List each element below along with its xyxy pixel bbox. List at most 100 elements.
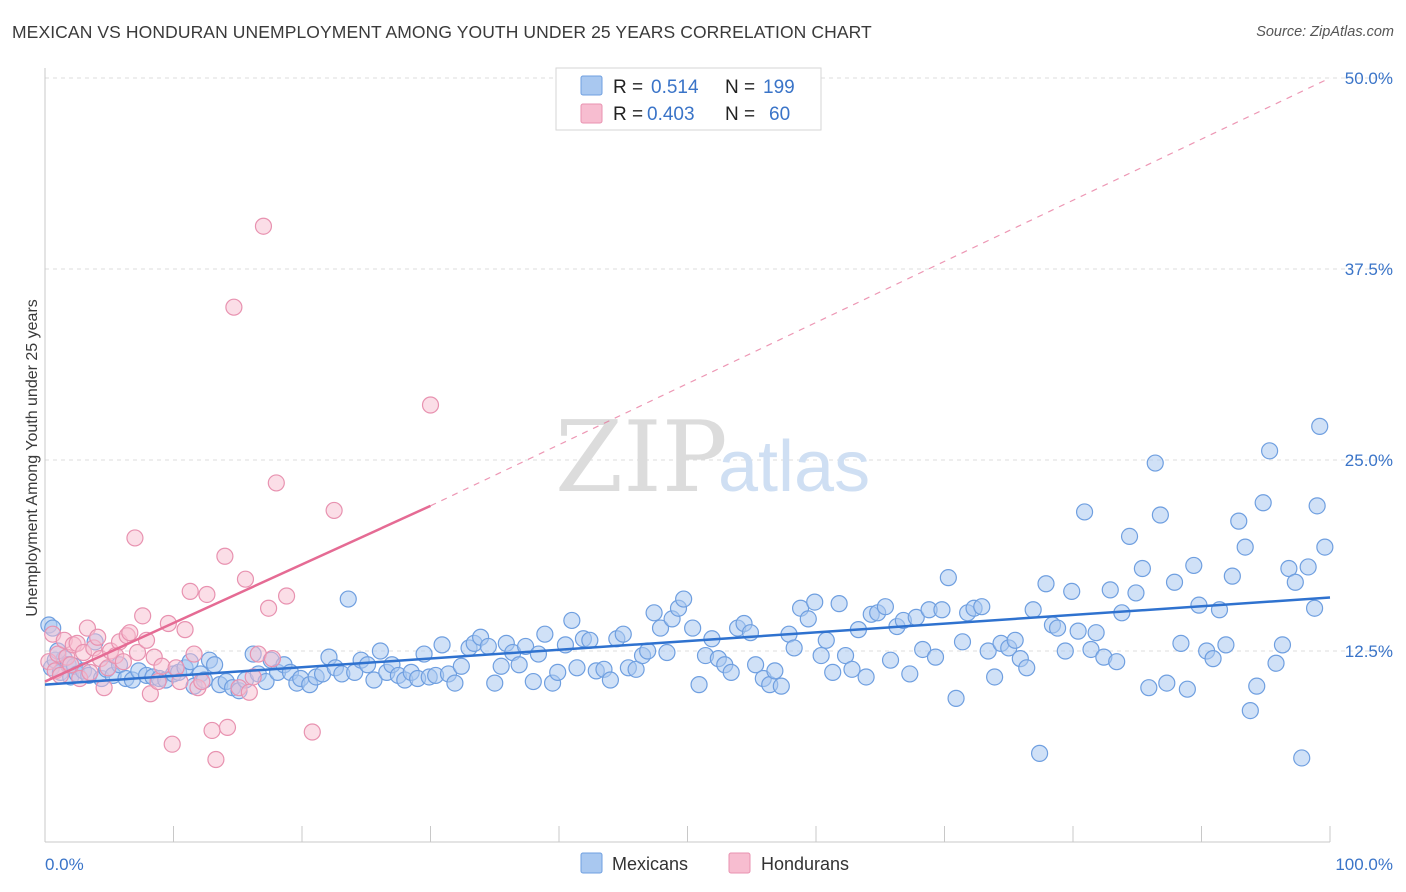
- legend-r-value-mexicans: 0.514: [651, 77, 699, 98]
- mexicans-point: [446, 674, 464, 692]
- mexicans-point: [973, 598, 991, 616]
- mexicans-point: [1204, 650, 1222, 668]
- legend-bottom-swatch-mexicans: [580, 852, 603, 874]
- hondurans-point: [203, 721, 221, 740]
- mexicans-point: [568, 659, 586, 677]
- hondurans-point: [141, 685, 159, 703]
- mexicans-point: [1308, 497, 1326, 515]
- y-tick-label: 37.5%: [1345, 260, 1393, 279]
- mexicans-point: [684, 619, 702, 637]
- mexicans-point: [926, 648, 945, 666]
- mexicans-point: [452, 657, 470, 675]
- mexicans-point: [722, 663, 740, 681]
- hondurans-point: [89, 628, 107, 646]
- hondurans-point: [163, 735, 181, 753]
- mexicans-point: [675, 590, 693, 608]
- hondurans-point: [254, 217, 273, 235]
- legend-r-label-hondurans: R =: [613, 104, 643, 125]
- hondurans-point: [303, 723, 321, 741]
- mexicans-point: [766, 662, 784, 680]
- hondurans-points: [40, 217, 440, 769]
- mexicans-point: [1248, 677, 1266, 695]
- hondurans-trend-extension: [430, 77, 1331, 507]
- mexicans-point: [1280, 559, 1298, 578]
- hondurans-point: [263, 650, 282, 668]
- mexicans-trend-line: [44, 596, 1331, 686]
- hondurans-point: [277, 587, 296, 605]
- mexicans-point: [365, 671, 383, 689]
- hondurans-point: [176, 621, 194, 639]
- mexicans-point: [1223, 567, 1241, 585]
- x-tick-labels: 0.0% 100.0%: [45, 855, 1393, 874]
- mexicans-point: [1063, 582, 1081, 601]
- hondurans-point: [126, 529, 144, 547]
- mexicans-point: [1311, 417, 1329, 435]
- mexicans-point: [953, 633, 972, 651]
- y-tick-labels: 12.5% 25.0% 37.5% 50.0%: [1345, 69, 1393, 661]
- mexicans-point: [939, 569, 957, 587]
- y-tick-label: 50.0%: [1345, 69, 1393, 88]
- mexicans-point: [799, 610, 817, 628]
- legend-bottom-swatch-hondurans: [728, 852, 751, 874]
- x-tick-label: 100.0%: [1335, 855, 1393, 874]
- mexicans-point: [614, 625, 632, 643]
- source-label: Source: ZipAtlas.com: [1256, 24, 1394, 40]
- mexicans-point: [1087, 624, 1105, 642]
- mexicans-point: [1048, 619, 1067, 637]
- legend-n-value-hondurans: 60: [769, 104, 790, 125]
- mexicans-point: [1293, 749, 1311, 767]
- mexicans-point: [206, 656, 224, 674]
- mexicans-point: [510, 656, 528, 674]
- hondurans-point: [81, 663, 99, 681]
- legend-n-label-mexicans: N =: [725, 77, 755, 98]
- mexicans-point: [1146, 454, 1164, 472]
- mexicans-point: [433, 636, 451, 654]
- legend-swatch-hondurans: [580, 103, 603, 124]
- mexicans-point: [947, 689, 965, 707]
- mexicans-point: [1230, 512, 1248, 530]
- hondurans-point: [240, 683, 258, 701]
- trend-lines: [44, 77, 1331, 686]
- hondurans-point: [114, 653, 132, 671]
- mexicans-point: [1075, 503, 1094, 521]
- hondurans-point: [216, 547, 234, 565]
- watermark-zip: ZIP: [555, 401, 728, 515]
- mexicans-point: [785, 639, 803, 657]
- mexicans-point: [817, 631, 835, 649]
- legend-n-value-mexicans: 199: [763, 77, 795, 98]
- mexicans-point: [658, 643, 676, 662]
- mexicans-point: [358, 656, 377, 674]
- legend-n-label-hondurans: N =: [725, 104, 755, 125]
- mexicans-point: [1140, 679, 1158, 697]
- mexicans-point: [1273, 636, 1292, 654]
- mexicans-point: [581, 631, 599, 649]
- mexicans-point: [690, 676, 708, 694]
- hondurans-point: [99, 659, 117, 677]
- mexicans-point: [843, 660, 861, 678]
- watermark-atlas: atlas: [718, 427, 870, 507]
- mexicans-point: [836, 646, 855, 665]
- mexicans-point: [1018, 659, 1036, 677]
- mexicans-point: [806, 593, 824, 611]
- hondurans-point: [207, 750, 225, 769]
- mexicans-point: [1236, 538, 1254, 556]
- hondurans-point: [193, 672, 211, 691]
- mexicans-point: [979, 642, 997, 660]
- mexicans-point: [1261, 442, 1279, 460]
- mexicans-point: [914, 640, 932, 659]
- mexicans-point: [1286, 573, 1304, 591]
- legend-swatch-mexicans: [580, 75, 603, 96]
- hondurans-point: [225, 298, 243, 316]
- hondurans-point: [267, 474, 285, 492]
- mexicans-point: [1056, 642, 1074, 660]
- chart-title: MEXICAN VS HONDURAN UNEMPLOYMENT AMONG Y…: [12, 22, 872, 42]
- mexicans-point: [830, 595, 848, 613]
- mexicans-point: [492, 657, 510, 675]
- hondurans-point: [244, 668, 262, 686]
- mexicans-point: [933, 601, 951, 619]
- mexicans-point: [529, 645, 548, 663]
- axes: [44, 68, 1331, 843]
- mexicans-point: [1316, 538, 1334, 556]
- mexicans-point: [1069, 622, 1087, 640]
